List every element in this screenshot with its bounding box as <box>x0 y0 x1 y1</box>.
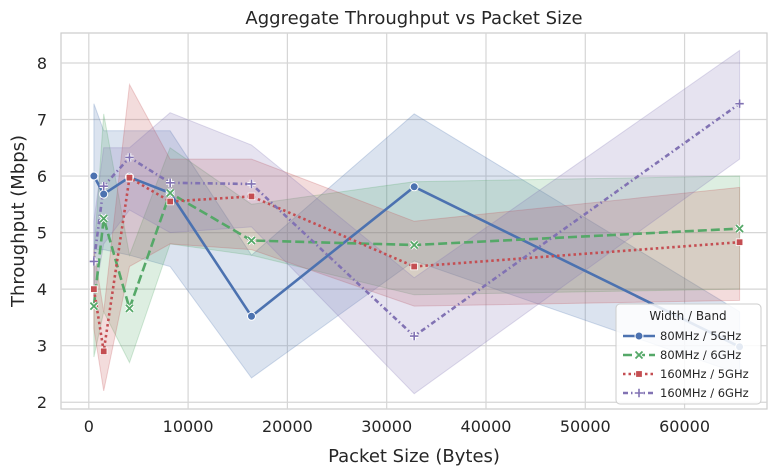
legend-label: 80MHz / 5GHz <box>660 329 741 343</box>
point-80mhz-6ghz <box>98 213 109 224</box>
band-80mhz-6ghz <box>93 113 741 364</box>
point-160mhz-6ghz <box>409 331 419 341</box>
point-80mhz-6ghz <box>246 235 257 246</box>
legend-entry-160mhz-6ghz: 160MHz / 6GHz <box>623 386 749 400</box>
band-160mhz-6ghz <box>93 49 741 395</box>
legend-entry-80mhz-5ghz: 80MHz / 5GHz <box>623 329 741 343</box>
y-tick-label: 3 <box>37 337 47 356</box>
point-80mhz-6ghz <box>409 240 419 250</box>
x-tick-label: 20000 <box>262 417 313 436</box>
legend-entry-160mhz-5ghz: 160MHz / 5GHz <box>623 367 749 381</box>
x-tick-label: 40000 <box>461 417 512 436</box>
point-160mhz-6ghz <box>125 153 134 162</box>
legend-entries: 80MHz / 5GHz 80MHz / 6GHz 160MHz / 5GHz 160… <box>623 329 749 400</box>
legend-label: 160MHz / 5GHz <box>660 367 749 381</box>
point-160mhz-6ghz <box>735 99 744 108</box>
point-160mhz-6ghz <box>89 257 99 266</box>
legend-box <box>615 303 762 405</box>
point-160mhz-5ghz <box>99 347 108 356</box>
point-160mhz-5ghz <box>735 238 744 246</box>
point-80mhz-6ghz <box>734 223 745 234</box>
y-tick-label: 5 <box>37 224 47 243</box>
y-tick-label: 4 <box>37 280 47 299</box>
point-80mhz-6ghz <box>124 303 135 314</box>
point-160mhz-5ghz <box>247 192 256 201</box>
point-80mhz-5ghz <box>99 189 109 199</box>
legend-title: Width / Band <box>649 309 726 323</box>
band-160mhz-5ghz <box>93 82 741 392</box>
legend-marker <box>634 331 644 341</box>
legend-marker <box>634 388 644 398</box>
point-160mhz-6ghz <box>165 178 175 188</box>
legend: Width / Band 80MHz / 5GHz 80MHz / 6GHz 160… <box>615 303 762 405</box>
point-160mhz-6ghz <box>99 182 108 191</box>
x-tick-label: 0 <box>84 417 94 436</box>
point-160mhz-5ghz <box>90 285 98 293</box>
point-160mhz-6ghz <box>247 179 256 189</box>
point-80mhz-5ghz <box>89 171 99 181</box>
x-tick-label: 30000 <box>361 417 412 436</box>
point-160mhz-5ghz <box>125 174 134 182</box>
y-tick-label: 6 <box>37 167 47 186</box>
point-80mhz-5ghz <box>409 182 419 192</box>
legend-label: 80MHz / 6GHz <box>660 348 741 362</box>
point-80mhz-6ghz <box>165 188 175 198</box>
legend-label: 160MHz / 6GHz <box>660 386 749 400</box>
x-tick-label: 50000 <box>560 417 611 436</box>
legend-marker <box>635 370 643 378</box>
point-80mhz-5ghz <box>246 311 256 321</box>
point-80mhz-6ghz <box>89 301 99 311</box>
x-axis-label: Packet Size (Bytes) <box>328 446 500 467</box>
y-axis-label: Throughput (Mbps) <box>8 135 29 308</box>
legend-entry-80mhz-6ghz: 80MHz / 6GHz <box>623 348 741 362</box>
y-tick-label: 2 <box>37 393 47 412</box>
chart-title: Aggregate Throughput vs Packet Size <box>245 8 582 29</box>
point-160mhz-5ghz <box>410 262 418 271</box>
y-tick-label: 7 <box>37 111 47 130</box>
x-axis-ticks: 0 10000 20000 30000 40000 50000 60000 <box>84 417 710 436</box>
y-axis-ticks: 2 3 4 5 6 7 8 <box>37 54 47 412</box>
x-tick-label: 10000 <box>163 417 214 436</box>
x-tick-label: 60000 <box>659 417 710 436</box>
legend-marker <box>634 350 644 360</box>
y-tick-label: 8 <box>37 54 47 73</box>
point-160mhz-5ghz <box>166 197 174 206</box>
